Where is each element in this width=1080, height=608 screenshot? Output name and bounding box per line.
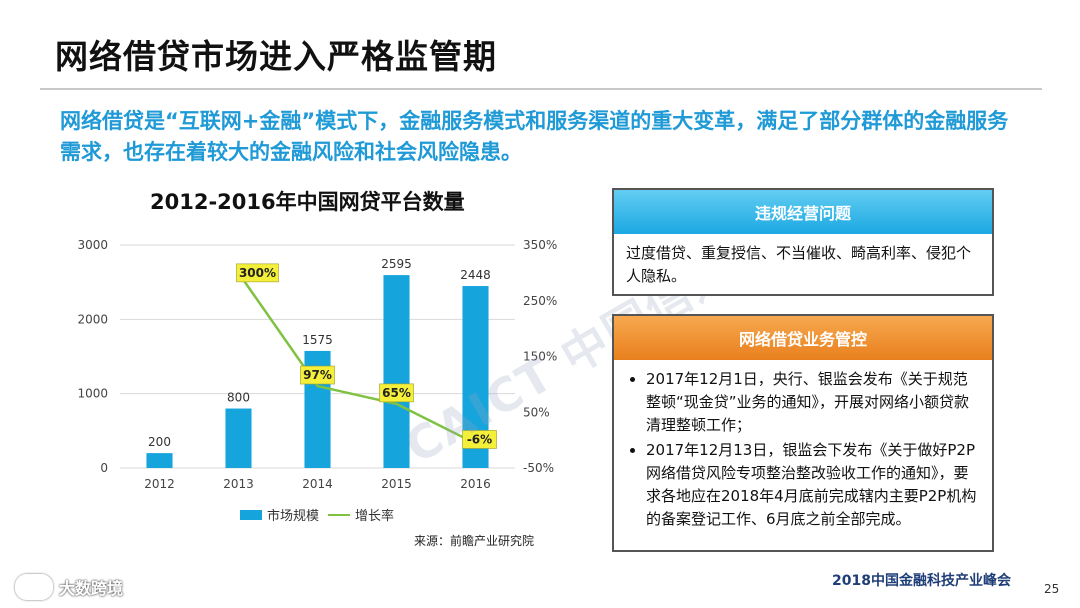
bar-data-label: 1575 [302,333,333,347]
right-axis-tick-label: 150% [523,350,557,364]
footer-logo-text: 大数跨境 [59,579,124,598]
left-axis-tick-label: 0 [100,461,108,475]
legend-swatch-line [328,513,350,516]
growth-label-box [300,365,335,385]
left-axis-tick-label: 2000 [77,312,108,326]
x-axis-tick-label: 2013 [223,477,254,491]
title-divider [40,88,1042,90]
bar [383,275,410,468]
bar [225,408,252,468]
page-number: 25 [1044,582,1060,596]
legend-item-line: 增长率 [328,505,394,524]
footer-event: 2018中国金融科技产业峰会 [832,573,1011,589]
legend-swatch-bar [240,509,262,520]
bar-data-label: 2448 [460,268,491,282]
right-axis-tick-label: 50% [523,405,550,419]
regulation-panel: 网络借贷业务管控 2017年12月1日，央行、银监会发布《关于规范整顿“现金贷”… [612,314,994,552]
chart-title: 2012-2016年中国网贷平台数量 [150,190,465,214]
right-axis-tick-label: 350% [523,238,557,252]
bar-data-label: 200 [148,435,171,449]
regulation-item: 2017年12月13日，银监会下发布《关于做好P2P网络借贷风险专项整治整改验收… [646,439,980,531]
regulation-panel-body: 2017年12月1日，央行、银监会发布《关于规范整顿“现金贷”业务的通知》，开展… [614,360,992,541]
regulation-panel-header: 网络借贷业务管控 [614,316,992,360]
bar [146,453,173,468]
growth-data-label: 65% [382,386,411,400]
legend-label-line: 增长率 [355,509,395,524]
legend-label-bar: 市场规模 [267,509,320,524]
growth-data-label: 300% [239,266,276,280]
growth-label-box [379,383,414,403]
growth-data-label: -6% [467,432,492,446]
x-axis-tick-label: 2012 [144,477,175,491]
growth-line [237,272,477,445]
growth-label-box [462,430,497,449]
bar-data-label: 800 [227,391,250,405]
violation-panel-body: 过度借贷、重复授信、不当催收、畸高利率、侵犯个人隐私。 [626,244,972,285]
x-axis-tick-label: 2014 [302,477,333,491]
left-axis-tick-label: 1000 [77,387,108,401]
bar-data-label: 2595 [381,257,412,271]
subtitle: 网络借贷是“互联网+金融”模式下，金融服务模式和服务渠道的重大变革，满足了部分群… [60,109,1009,164]
page-title: 网络借贷市场进入严格监管期 [55,37,497,76]
right-axis-tick-label: 250% [523,294,557,308]
x-axis-tick-label: 2015 [381,477,412,491]
source-note: 来源：前瞻产业研究院 [414,534,535,548]
logo-icon [15,574,53,600]
regulation-list: 2017年12月1日，央行、银监会发布《关于规范整顿“现金贷”业务的通知》，开展… [626,368,980,531]
violation-panel-header: 违规经营问题 [614,190,992,234]
violation-panel: 违规经营问题 过度借贷、重复授信、不当催收、畸高利率、侵犯个人隐私。 [612,188,994,296]
left-axis-tick-label: 3000 [77,238,108,252]
chart-svg: 0 1000 2000 3000 -50% 50% 150% 250% 350% 200 800 15… [77,238,557,491]
footer-logo: 大数跨境 [15,574,123,600]
growth-data-label: 97% [303,368,332,382]
legend-item-bar: 市场规模 [240,505,319,524]
regulation-item: 2017年12月1日，央行、银监会发布《关于规范整顿“现金贷”业务的通知》，开展… [646,368,980,437]
x-axis-tick-label: 2016 [460,477,491,491]
right-axis-tick-label: -50% [523,461,554,475]
growth-label-box [236,263,279,283]
